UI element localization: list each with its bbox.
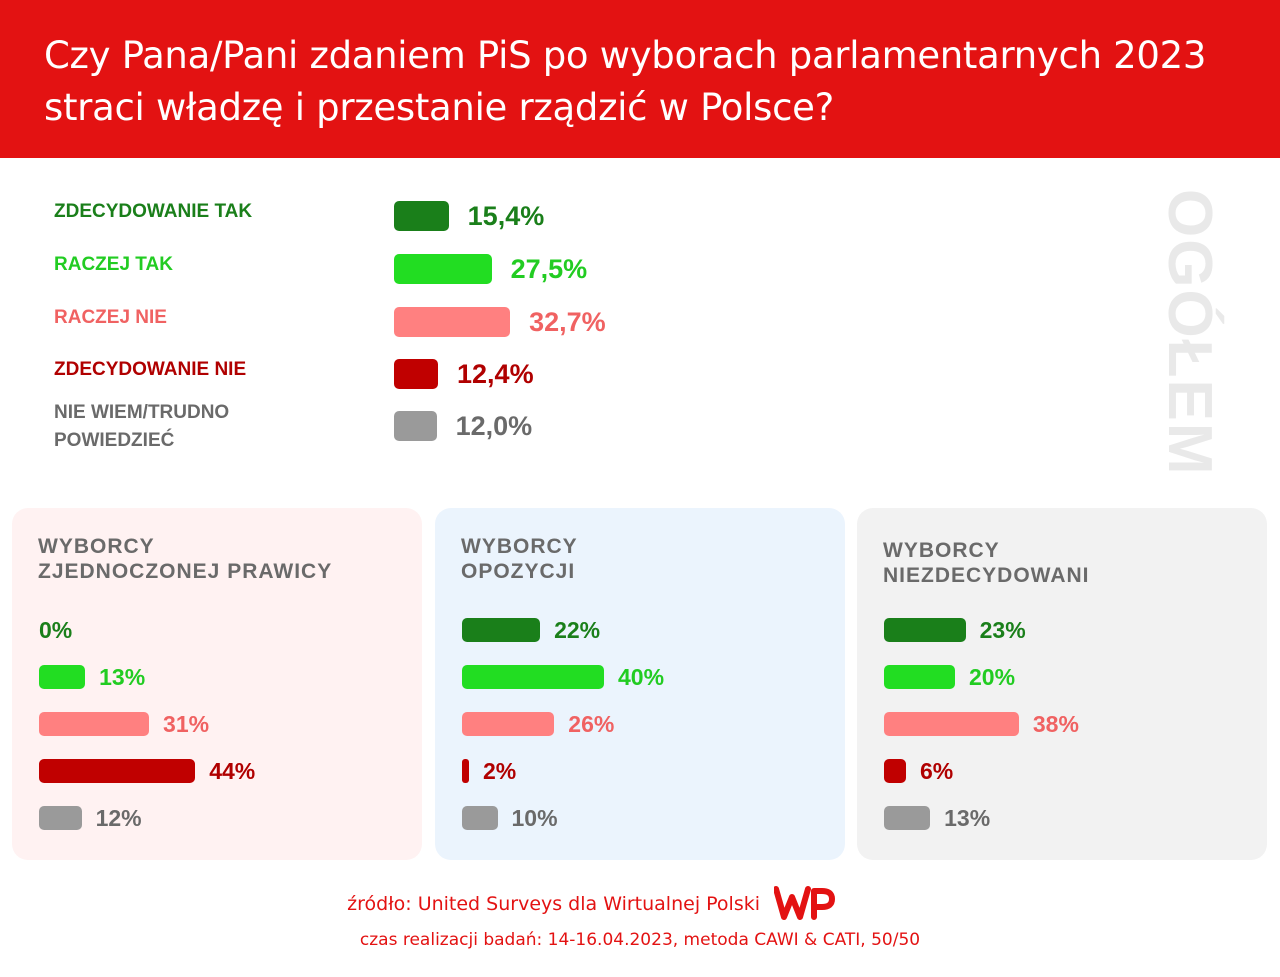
category-label-line: RACZEJ TAK — [54, 254, 173, 275]
value-label-zdecydowanie-nie: 12,4% — [457, 359, 534, 389]
value-label-raczej-nie: 38% — [1032, 711, 1079, 737]
bar-raczej-nie — [39, 712, 150, 736]
bar-zdecydowanie-nie — [39, 759, 196, 783]
category-label-line: NIE WIEM/TRUDNO — [54, 402, 230, 423]
bar-raczej-tak — [394, 254, 492, 284]
panel-united-right-voters: WYBORCY ZJEDNOCZONEJ PRAWICY 0% 13% 31% 44% 12… — [12, 508, 422, 860]
panel-title-line: OPOZYCJI — [461, 560, 576, 583]
panel-title-line: WYBORCY — [461, 535, 578, 558]
overall-side-label: OGÓŁEM — [1155, 189, 1224, 477]
bar-raczej-tak — [462, 665, 604, 689]
bar-raczej-nie — [884, 712, 1019, 736]
value-label-nie-wiem: 12% — [95, 805, 142, 831]
overall-bar-chart: ZDECYDOWANIE TAK 15,4% RACZEJ TAK 27,5% RACZ… — [0, 158, 1280, 498]
bar-nie-wiem — [884, 806, 931, 830]
panel-title-line: ZJEDNOCZONEJ PRAWICY — [38, 560, 333, 583]
bar-zdecydowanie-nie — [884, 759, 906, 783]
title-line-1: Czy Pana/Pani zdaniem PiS po wyborach pa… — [44, 34, 1207, 77]
bar-nie-wiem — [394, 411, 437, 441]
bar-zdecydowanie-nie — [462, 759, 469, 783]
bar-nie-wiem — [39, 806, 82, 830]
bar-nie-wiem — [462, 806, 498, 830]
panel-title: WYBORCY NIEZDECYDOWANI — [883, 538, 1253, 588]
title-line-2: straci władzę i przestanie rządzić w Pol… — [44, 86, 834, 129]
panel-title-line: WYBORCY — [38, 535, 155, 558]
bar-zdecydowanie-nie — [394, 359, 439, 389]
category-label-raczej-tak: RACZEJ TAK — [54, 251, 374, 279]
category-label-nie-wiem: NIE WIEM/TRUDNO POWIEDZIEĆ — [54, 399, 374, 455]
bar-raczej-nie — [462, 712, 555, 736]
panel-undecided-voters: WYBORCY NIEZDECYDOWANI 23% 20% 38% 6% 13% — [857, 508, 1267, 860]
value-label-zdecydowanie-tak: 0% — [39, 617, 73, 643]
value-label-raczej-tak: 40% — [618, 664, 665, 690]
bar-raczej-tak — [884, 665, 955, 689]
bar-zdecydowanie-tak — [394, 201, 449, 231]
value-label-zdecydowanie-nie: 2% — [483, 758, 517, 784]
panel-title-line: WYBORCY — [883, 539, 1000, 562]
bar-raczej-nie — [394, 307, 511, 337]
bar-zdecydowanie-tak — [884, 618, 966, 642]
value-label-zdecydowanie-tak: 22% — [554, 617, 601, 643]
category-label-line: POWIEDZIEĆ — [54, 430, 175, 451]
wp-logo — [774, 886, 835, 920]
category-label-line: RACZEJ NIE — [54, 307, 167, 328]
value-label-zdecydowanie-nie: 6% — [920, 758, 954, 784]
value-label-zdecydowanie-nie: 44% — [209, 758, 256, 784]
header-banner: Czy Pana/Pani zdaniem PiS po wyborach pa… — [0, 0, 1280, 158]
panel-title: WYBORCY ZJEDNOCZONEJ PRAWICY — [38, 534, 408, 584]
category-label-zdecydowanie-nie: ZDECYDOWANIE NIE — [54, 356, 374, 384]
value-label-raczej-tak: 13% — [99, 664, 146, 690]
panel-title-line: NIEZDECYDOWANI — [883, 564, 1090, 587]
panel-opposition-voters: WYBORCY OPOZYCJI 22% 40% 26% 2% 10% — [435, 508, 845, 860]
value-label-raczej-nie: 31% — [163, 711, 210, 737]
category-label-zdecydowanie-tak: ZDECYDOWANIE TAK — [54, 198, 374, 226]
source-note: źródło: United Surveys dla Wirtualnej Po… — [347, 893, 760, 915]
survey-method-note: czas realizacji badań: 14-16.04.2023, me… — [359, 930, 921, 950]
value-label-zdecydowanie-tak: 23% — [979, 617, 1026, 643]
category-label-raczej-nie: RACZEJ NIE — [54, 304, 374, 332]
bar-zdecydowanie-tak — [462, 618, 541, 642]
value-label-nie-wiem: 10% — [511, 805, 558, 831]
category-label-line: ZDECYDOWANIE NIE — [54, 359, 247, 380]
value-label-raczej-nie: 32,7% — [529, 307, 606, 337]
value-label-raczej-tak: 27,5% — [510, 254, 588, 284]
category-label-line: ZDECYDOWANIE TAK — [54, 201, 253, 222]
panel-title: WYBORCY OPOZYCJI — [461, 534, 831, 584]
value-label-nie-wiem: 12,0% — [455, 411, 533, 441]
value-label-raczej-nie: 26% — [568, 711, 615, 737]
bar-raczej-tak — [39, 665, 86, 689]
value-label-nie-wiem: 13% — [944, 805, 991, 831]
chart-title: Czy Pana/Pani zdaniem PiS po wyborach pa… — [44, 30, 1244, 134]
value-label-raczej-tak: 20% — [969, 664, 1016, 690]
value-label-zdecydowanie-tak: 15,4% — [467, 201, 545, 231]
